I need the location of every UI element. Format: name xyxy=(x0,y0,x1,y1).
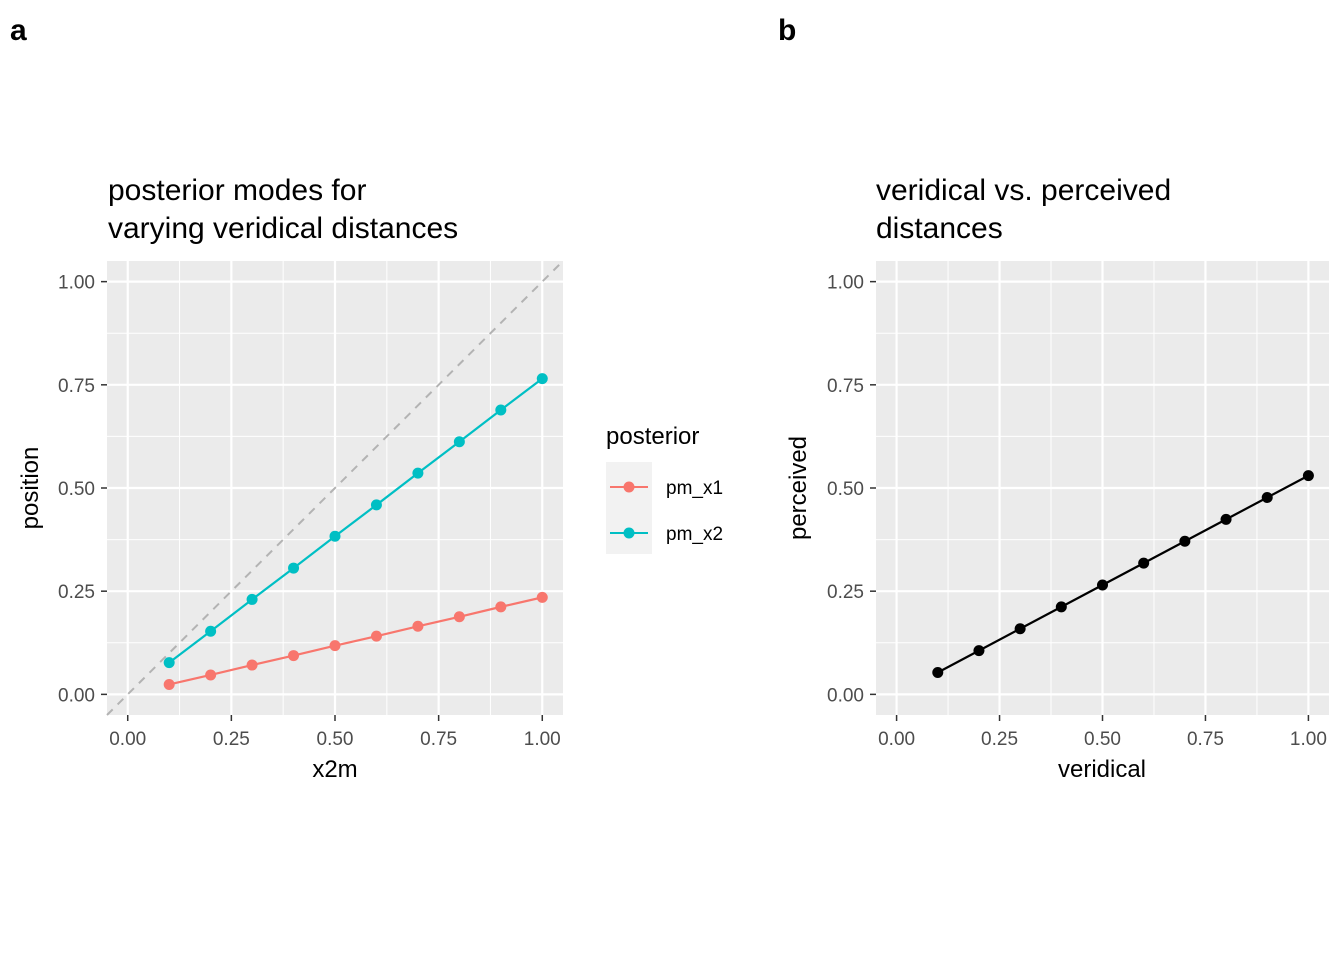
plot-title-a-line2: varying veridical distances xyxy=(108,212,458,245)
y-tick-label: 1.00 xyxy=(58,273,95,294)
data-point-series xyxy=(1302,470,1314,482)
data-point-pm-x2 xyxy=(453,436,465,448)
y-tick-label: 1.00 xyxy=(827,273,864,294)
x-tick-label: 1.00 xyxy=(524,729,561,750)
x-tick-label: 0.25 xyxy=(213,729,250,750)
plot-title-b-line1: veridical vs. perceived xyxy=(876,174,1171,207)
x-axis-title-b: veridical xyxy=(1058,756,1146,783)
x-tick-label: 1.00 xyxy=(1290,729,1327,750)
legend-label-pm-x1: pm_x1 xyxy=(666,478,723,499)
legend: posterior pm_x1 pm_x2 xyxy=(606,423,723,554)
data-point-pm-x2 xyxy=(495,404,507,416)
legend-title: posterior xyxy=(606,423,699,450)
legend-key-background xyxy=(606,462,652,554)
data-point-pm-x2 xyxy=(412,467,424,479)
x-axis-title-a: x2m xyxy=(312,756,357,783)
series-line-pm-x1 xyxy=(168,596,543,686)
data-point-pm-x1 xyxy=(495,601,507,613)
x-tick-label: 0.25 xyxy=(981,729,1018,750)
chart-panel-a: 0.00 0.25 0.50 0.75 1.00 0.00 0.25 0.50 0.75 1.00 xyxy=(58,260,564,750)
y-tick-label: 0.00 xyxy=(58,685,95,706)
data-point-pm-x1 xyxy=(288,650,300,662)
data-point-series xyxy=(1138,557,1150,569)
data-point-pm-x1 xyxy=(536,591,548,603)
data-point-series xyxy=(1097,579,1108,591)
data-point-pm-x2 xyxy=(329,530,341,542)
x-tick-label: 0.50 xyxy=(317,729,354,750)
y-axis-title-b: perceived xyxy=(785,436,812,540)
data-point-pm-x1 xyxy=(453,611,465,623)
y-tick-label: 0.50 xyxy=(827,479,864,500)
data-point-pm-x2 xyxy=(163,657,175,669)
data-point-series xyxy=(1014,623,1026,635)
legend-key-point-pm-x1 xyxy=(623,481,635,493)
data-point-series xyxy=(1179,535,1191,547)
data-point-pm-x1 xyxy=(163,678,175,690)
data-point-series xyxy=(1261,491,1273,503)
y-tick-label: 0.25 xyxy=(827,582,864,603)
data-point-series xyxy=(1055,601,1067,613)
data-point-pm-x1 xyxy=(329,640,341,652)
y-tick-label: 0.00 xyxy=(827,685,864,706)
data-point-pm-x1 xyxy=(205,669,217,681)
y-tick-label: 0.25 xyxy=(58,582,95,603)
y-tick-label: 0.50 xyxy=(58,479,95,500)
data-point-pm-x2 xyxy=(536,373,548,385)
data-point-series xyxy=(1220,513,1232,525)
identity-reference-line xyxy=(106,260,564,716)
y-tick-label: 0.75 xyxy=(827,376,864,397)
data-point-pm-x1 xyxy=(246,659,258,671)
series-line-pm-x2 xyxy=(168,377,543,664)
x-tick-label: 0.00 xyxy=(878,729,915,750)
x-tick-label: 0.75 xyxy=(420,729,457,750)
chart-panel-b: 0.00 0.25 0.50 0.75 1.00 0.00 0.25 0.50 0.75 1.00 xyxy=(827,261,1329,750)
data-point-pm-x2 xyxy=(370,499,382,511)
legend-key-point-pm-x2 xyxy=(623,527,635,539)
legend-label-pm-x2: pm_x2 xyxy=(666,524,723,545)
data-point-series xyxy=(973,645,985,657)
panel-letter-b: b xyxy=(778,14,796,47)
data-point-pm-x1 xyxy=(412,620,424,632)
data-point-pm-x1 xyxy=(370,630,382,642)
plot-title-a-line1: posterior modes for xyxy=(108,174,366,207)
data-point-pm-x2 xyxy=(246,593,258,605)
data-point-series xyxy=(932,666,944,678)
data-point-pm-x2 xyxy=(288,562,300,574)
plot-title-b-line2: distances xyxy=(876,212,1003,245)
x-tick-label: 0.00 xyxy=(109,729,146,750)
x-tick-label: 0.50 xyxy=(1084,729,1121,750)
x-tick-label: 0.75 xyxy=(1187,729,1224,750)
series-line-series xyxy=(937,474,1309,674)
data-point-pm-x2 xyxy=(205,625,217,637)
y-tick-label: 0.75 xyxy=(58,376,95,397)
y-axis-title-a: position xyxy=(17,447,44,530)
panel-letter-a: a xyxy=(10,14,27,47)
